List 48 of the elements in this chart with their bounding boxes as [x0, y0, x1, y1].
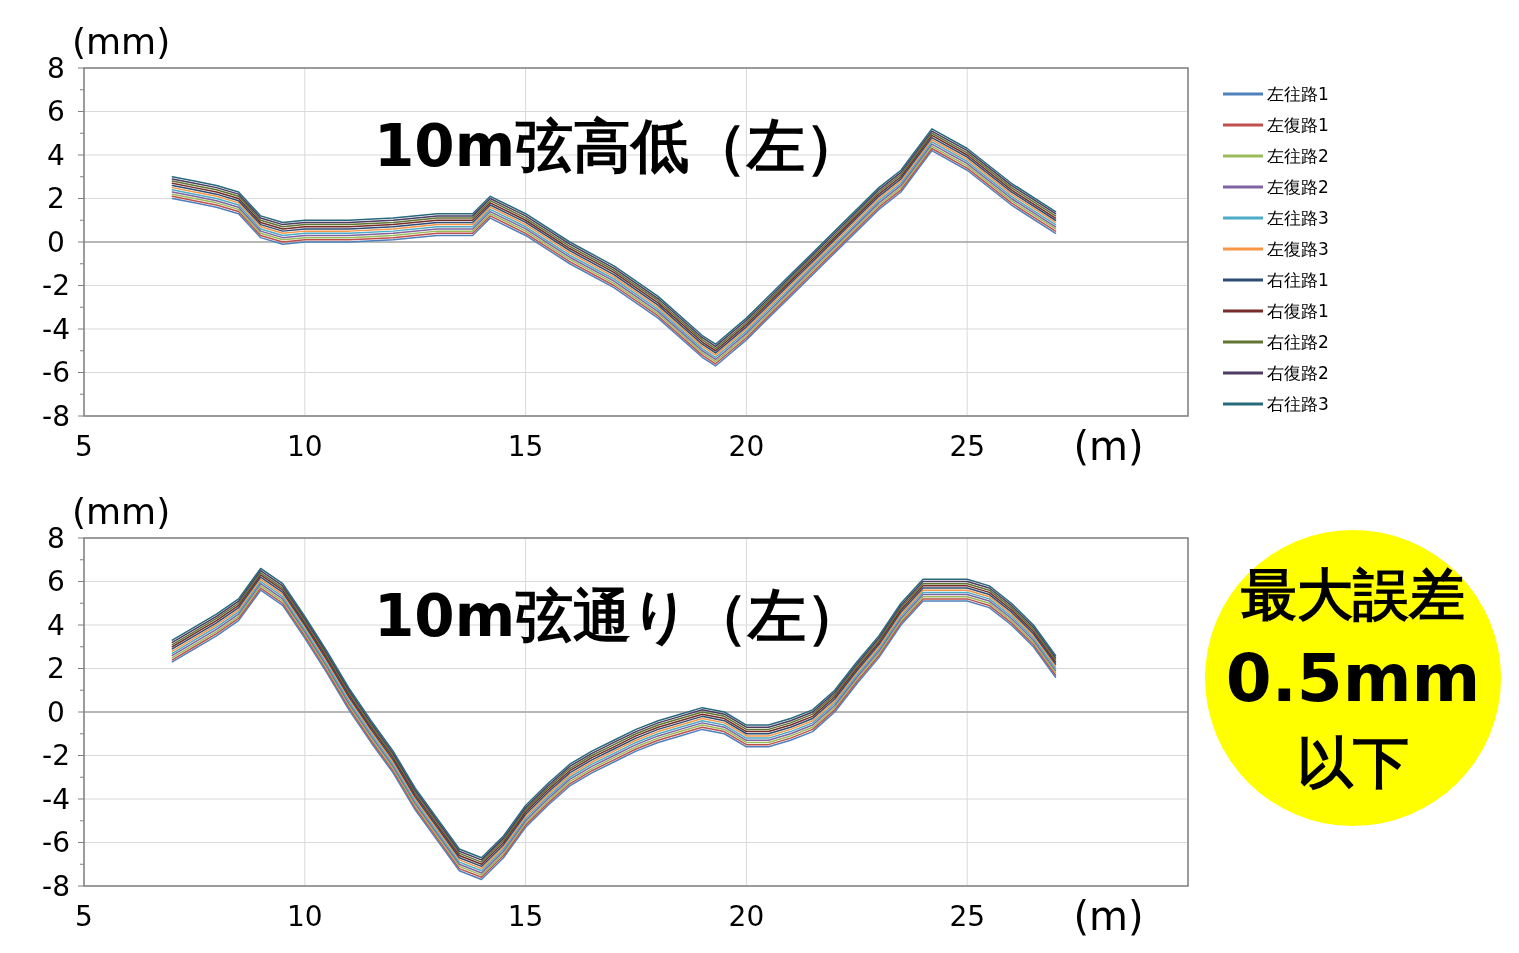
legend-label: 右復路2 — [1267, 362, 1329, 383]
x-tick-label: 15 — [507, 430, 544, 463]
legend-label: 左復路3 — [1267, 238, 1329, 259]
y-tick-label: -8 — [42, 869, 70, 903]
x-axis-title: (m) — [1073, 893, 1144, 939]
legend-label: 左往路3 — [1267, 207, 1329, 228]
x-tick-label: 20 — [728, 900, 765, 933]
x-tick-label: 5 — [75, 430, 93, 463]
y-tick-label: -8 — [42, 399, 70, 433]
text: 0.5mm — [1225, 640, 1481, 718]
text: 10m弦通り（左） — [374, 582, 865, 650]
text: 以下 — [1297, 729, 1409, 795]
y-tick-label: -2 — [42, 269, 70, 303]
y-tick-label: -4 — [42, 312, 70, 346]
y-tick-label: 4 — [47, 608, 65, 642]
y-tick-label: 8 — [47, 51, 65, 85]
x-tick-label: 15 — [507, 900, 544, 933]
y-axis-title: (mm) — [72, 21, 171, 62]
x-tick-label: 25 — [949, 430, 986, 463]
y-tick-label: 6 — [47, 565, 65, 599]
x-tick-label: 5 — [75, 900, 93, 933]
x-tick-label: 25 — [949, 900, 986, 933]
y-tick-label: 6 — [47, 95, 65, 129]
x-tick-label: 10 — [286, 900, 323, 933]
legend-label: 右復路1 — [1267, 300, 1329, 321]
legend-label: 左往路1 — [1267, 83, 1329, 104]
x-tick-label: 20 — [728, 430, 765, 463]
y-tick-label: -6 — [42, 356, 70, 390]
text: 10m弦高低（左） — [374, 112, 864, 180]
y-tick-label: 0 — [47, 225, 65, 259]
y-tick-label: -2 — [42, 739, 70, 773]
y-tick-label: 4 — [47, 138, 65, 172]
legend-label: 左復路1 — [1267, 114, 1329, 135]
legend-label: 左復路2 — [1267, 176, 1329, 197]
y-tick-label: -4 — [42, 782, 70, 816]
y-tick-label: -6 — [42, 826, 70, 860]
text: 最大誤差 — [1241, 561, 1465, 627]
legend-label: 右往路2 — [1267, 331, 1329, 352]
y-tick-label: 2 — [47, 182, 65, 216]
y-axis-title: (mm) — [72, 491, 171, 532]
y-tick-label: 0 — [47, 695, 65, 729]
legend-label: 右往路1 — [1267, 269, 1329, 290]
y-tick-label: 8 — [47, 521, 65, 555]
x-tick-label: 10 — [286, 430, 323, 463]
x-axis-title: (m) — [1073, 423, 1144, 469]
y-tick-label: 2 — [47, 652, 65, 686]
legend-label: 右往路3 — [1267, 393, 1329, 414]
legend-label: 左往路2 — [1267, 145, 1329, 166]
